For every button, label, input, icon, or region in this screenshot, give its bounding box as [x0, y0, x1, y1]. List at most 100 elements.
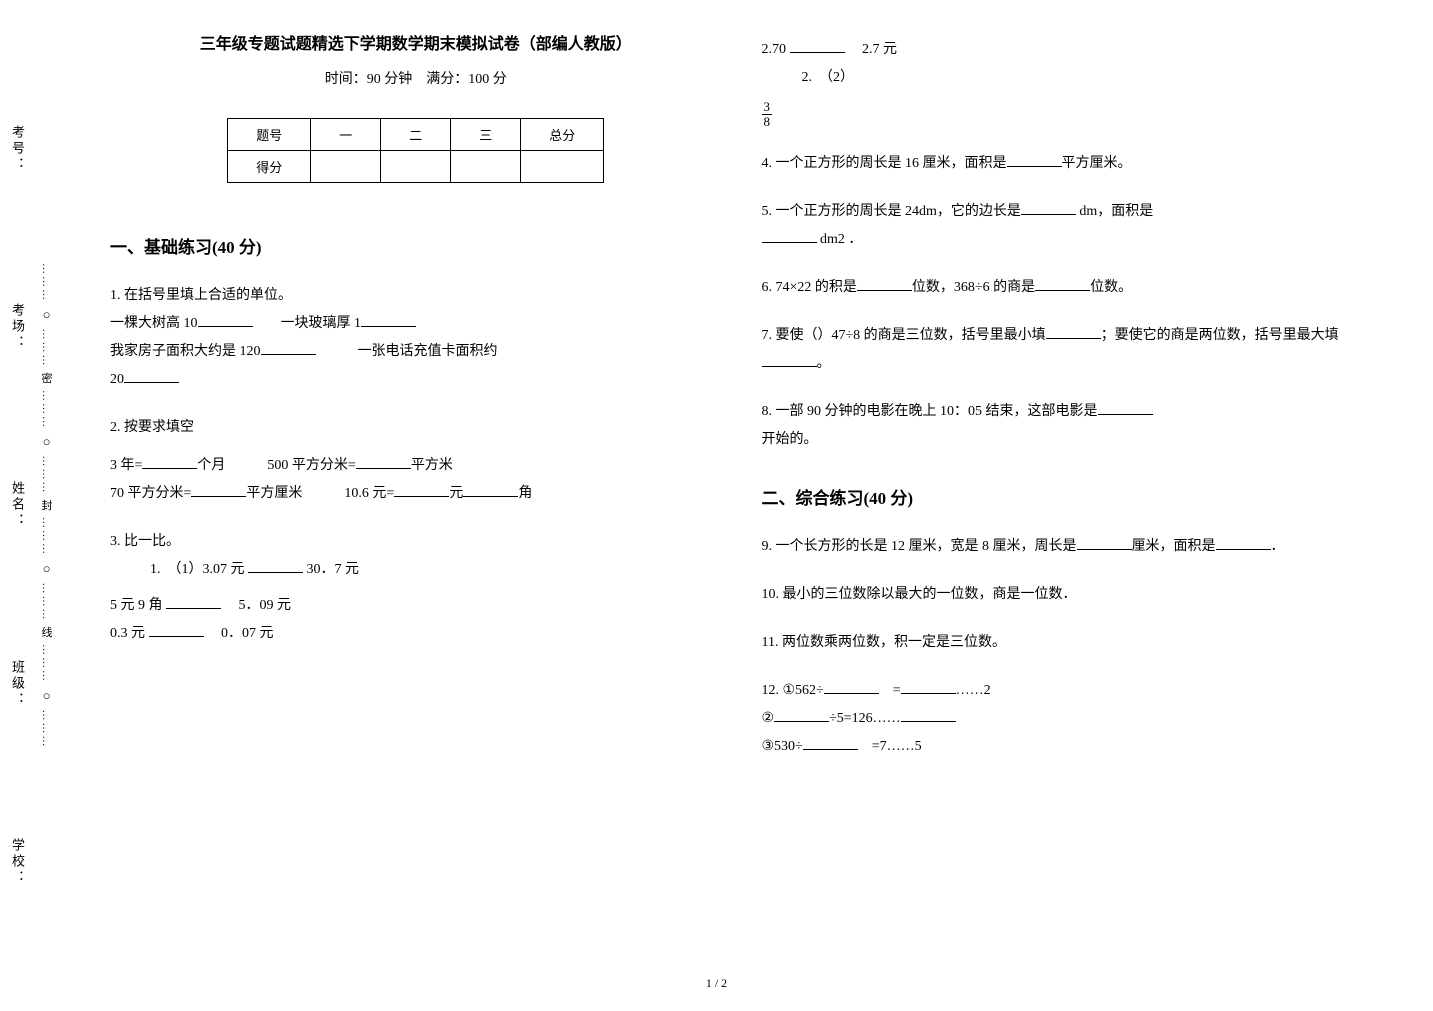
question-line: ③530÷ =7……5 [762, 733, 1374, 761]
question-5: 5. 一个正方形的周长是 24dm，它的边长是 dm，面积是 dm2 ． [762, 198, 1374, 254]
text: 4. 一个正方形的周长是 16 厘米，面积是 [762, 156, 1007, 171]
table-cell: 总分 [521, 119, 604, 151]
text: 6. 74×22 的积是 [762, 280, 857, 295]
text: ③530÷ [762, 739, 803, 754]
page-content: 三年级专题试题精选下学期数学期末模拟试卷（部编人教版） 时间：90 分钟 满分：… [60, 0, 1433, 1011]
text: =7……5 [858, 739, 922, 754]
text: 角 [518, 486, 532, 501]
fill-blank[interactable] [166, 595, 221, 609]
text: = [879, 683, 901, 698]
table-cell [381, 151, 451, 183]
fill-blank[interactable] [824, 680, 879, 694]
fill-blank[interactable] [1098, 401, 1153, 415]
dotted-seg: ……… [40, 582, 52, 621]
text: 5．09 元 [221, 598, 291, 613]
fill-blank[interactable] [261, 341, 316, 355]
fill-blank[interactable] [1216, 536, 1271, 550]
question-stem: 1. 在括号里填上合适的单位。 [110, 282, 722, 310]
question-line: 0.3 元 0．07 元 [110, 620, 722, 648]
question-line: 我家房子面积大约是 120 一张电话充值卡面积约 [110, 338, 722, 366]
text: ；要使它的商是两位数，括号里最大填 [1101, 328, 1339, 343]
question-11: 11. 两位数乘两位数，积一定是三位数。 [762, 629, 1374, 657]
question-line: ② ÷5=126…… [762, 705, 1374, 733]
question-line: 2.70 2.7 元 [762, 36, 1374, 64]
fill-blank[interactable] [774, 708, 829, 722]
text: 5. 一个正方形的周长是 24dm，它的边长是 [762, 204, 1021, 219]
fill-blank[interactable] [149, 623, 204, 637]
dotted-seg: 密 [40, 372, 52, 385]
fill-blank[interactable] [1077, 536, 1132, 550]
text: 平方厘米 10.6 元= [246, 486, 394, 501]
text: ÷5=126…… [829, 711, 901, 726]
fill-blank[interactable] [463, 483, 518, 497]
text: 9. 一个长方形的长是 12 厘米，宽是 8 厘米，周长是 [762, 539, 1077, 554]
text: ② [762, 711, 775, 726]
text: 。 [817, 356, 831, 371]
table-cell: 得分 [228, 151, 311, 183]
fill-blank[interactable] [803, 736, 858, 750]
fill-blank[interactable] [1021, 201, 1076, 215]
fill-blank[interactable] [356, 455, 411, 469]
question-line: 3 年= 个月 500 平方分米= 平方米 [110, 452, 722, 480]
text: 平方米 [411, 458, 453, 473]
text: 0.3 元 [110, 626, 149, 641]
text: 2.70 [762, 42, 790, 57]
fill-blank[interactable] [762, 229, 817, 243]
question-6: 6. 74×22 的积是位数，368÷6 的商是位数。 [762, 274, 1374, 302]
fill-blank[interactable] [142, 455, 197, 469]
text: 厘米，面积是 [1132, 539, 1216, 554]
fill-blank[interactable] [1007, 153, 1062, 167]
table-row: 得分 [228, 151, 604, 183]
question-1: 1. 在括号里填上合适的单位。 一棵大树高 10 一块玻璃厚 1 我家房子面积大… [110, 282, 722, 394]
fill-blank[interactable] [901, 680, 956, 694]
fill-blank[interactable] [198, 313, 253, 327]
table-cell: 题号 [228, 119, 311, 151]
binding-dotted-line: ……… ○ ……… 密 ……… ○ ……… 封 ……… ○ ……… 线 ……… … [38, 0, 54, 1011]
left-column: 三年级专题试题精选下学期数学期末模拟试卷（部编人教版） 时间：90 分钟 满分：… [90, 30, 742, 991]
fill-blank[interactable] [1046, 325, 1101, 339]
text: ……2 [956, 683, 991, 698]
text: 2.7 元 [845, 42, 898, 57]
text: 一块玻璃厚 1 [253, 316, 362, 331]
question-9: 9. 一个长方形的长是 12 厘米，宽是 8 厘米，周长是厘米，面积是． [762, 533, 1374, 561]
fill-blank[interactable] [191, 483, 246, 497]
dotted-seg: 封 [40, 499, 52, 512]
text: 一棵大树高 10 [110, 316, 198, 331]
binding-edge: 考号： 考场： 姓名： 班级： 学校： ……… ○ ……… 密 ……… ○ ……… [0, 0, 60, 1011]
question-4: 4. 一个正方形的周长是 16 厘米，面积是平方厘米。 [762, 150, 1374, 178]
text: 一张电话充值卡面积约 [316, 344, 498, 359]
question-line: 20 [110, 366, 722, 394]
text: 我家房子面积大约是 120 [110, 344, 261, 359]
text: 3 年= [110, 458, 142, 473]
fill-blank[interactable] [124, 369, 179, 383]
text: dm2 ． [817, 232, 863, 247]
table-cell [311, 151, 381, 183]
table-cell: 二 [381, 119, 451, 151]
fill-blank[interactable] [857, 277, 912, 291]
circle-icon: ○ [38, 688, 54, 705]
question-stem: 2. 按要求填空 [110, 414, 722, 442]
table-cell [521, 151, 604, 183]
fill-blank[interactable] [901, 708, 956, 722]
fill-blank[interactable] [1035, 277, 1090, 291]
question-12: 12. ①562÷ =……2 ②÷5=126…… ③530÷ =7……5 [762, 677, 1374, 761]
dotted-seg: ……… [40, 709, 52, 748]
fill-blank[interactable] [762, 353, 817, 367]
fill-blank[interactable] [394, 483, 449, 497]
fraction: 3 8 [762, 100, 1374, 130]
fraction-numerator: 3 [762, 100, 773, 115]
fill-blank[interactable] [790, 39, 845, 53]
text: 个月 500 平方分米= [197, 458, 355, 473]
table-cell [451, 151, 521, 183]
fill-blank[interactable] [248, 559, 303, 573]
binding-labels-column: 考号： 考场： 姓名： 班级： 学校： [8, 0, 27, 1011]
page-number: 1 / 2 [706, 976, 727, 991]
question-10: 10. 最小的三位数除以最大的一位数，商是一位数． [762, 581, 1374, 609]
text: 8. 一部 90 分钟的电影在晚上 10：05 结束，这部电影是 [762, 404, 1098, 419]
binding-label: 班级： [8, 660, 27, 708]
text: dm，面积是 [1076, 204, 1153, 219]
dotted-seg: ……… [40, 390, 52, 429]
fill-blank[interactable] [361, 313, 416, 327]
text: 5 元 9 角 [110, 598, 166, 613]
question-stem: 3. 比一比。 [110, 528, 722, 556]
